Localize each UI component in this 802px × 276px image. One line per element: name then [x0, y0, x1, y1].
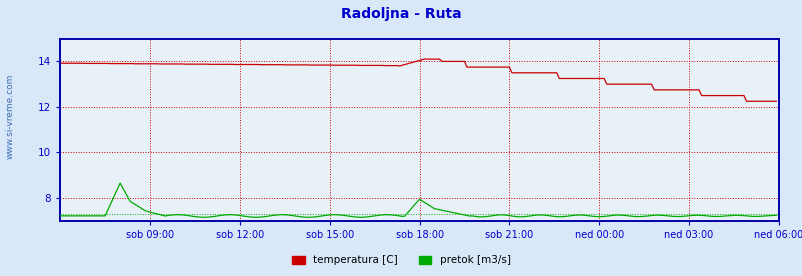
Legend: temperatura [C], pretok [m3/s]: temperatura [C], pretok [m3/s] — [288, 251, 514, 269]
Text: Radoljna - Ruta: Radoljna - Ruta — [341, 7, 461, 21]
Text: www.si-vreme.com: www.si-vreme.com — [6, 73, 15, 159]
